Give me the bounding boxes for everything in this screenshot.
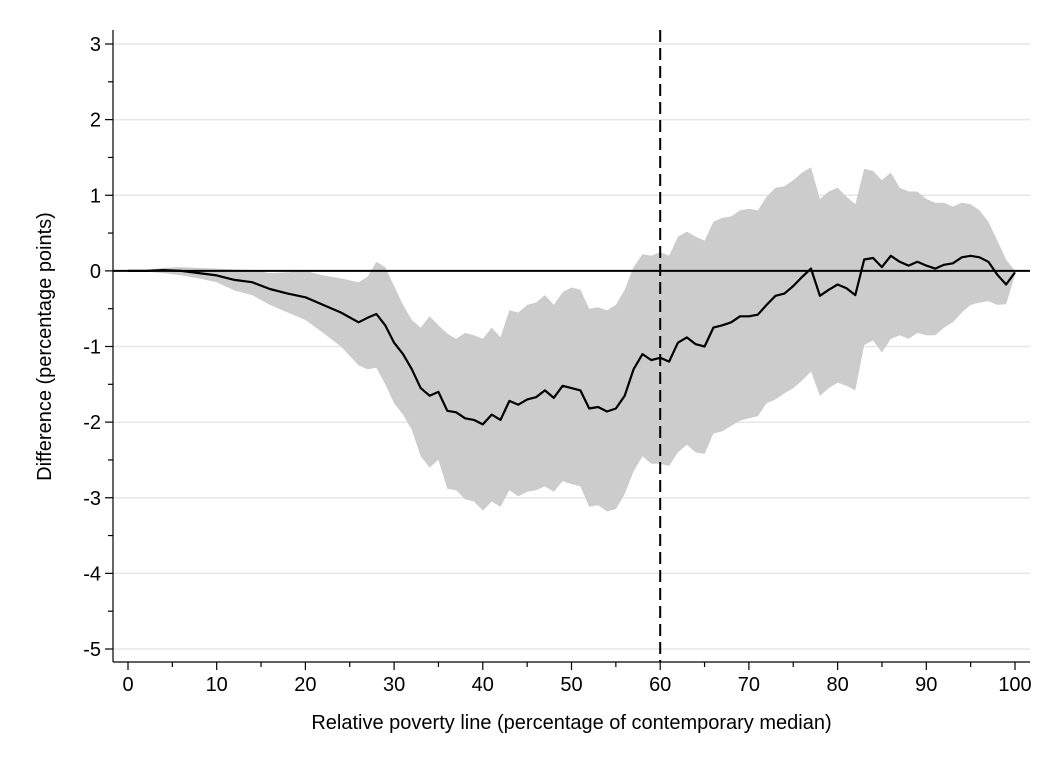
y-tick-label: -2 [83, 412, 101, 434]
y-tick-label: 0 [90, 261, 101, 283]
x-tick-label: 70 [738, 674, 760, 696]
reference-lines [113, 30, 1030, 662]
x-tick-label: 100 [998, 674, 1031, 696]
x-tick-label: 60 [649, 674, 671, 696]
estimate-line [128, 254, 1016, 426]
plot-area [113, 30, 1030, 662]
x-tick-label: 80 [826, 674, 848, 696]
confidence-band [128, 167, 1015, 512]
y-tick-label: -5 [83, 639, 101, 661]
y-axis-label: Difference (percentage points) [34, 212, 56, 481]
y-tick-label: 3 [90, 34, 101, 56]
x-tick-label: 50 [560, 674, 582, 696]
x-tick-label: 10 [206, 674, 228, 696]
x-tick-label: 90 [915, 674, 937, 696]
x-tick-label: 40 [472, 674, 494, 696]
x-tick-label: 20 [294, 674, 316, 696]
x-axis-label: Relative poverty line (percentage of con… [311, 712, 831, 734]
x-tick-label: 30 [383, 674, 405, 696]
y-tick-label: 2 [90, 110, 101, 132]
x-tick-label: 0 [122, 674, 133, 696]
y-tick-label: -1 [83, 337, 101, 359]
y-tick-label: -3 [83, 488, 101, 510]
y-tick-label: 1 [90, 185, 101, 207]
x-axis-ticks: 0 10 20 30 40 50 60 70 80 90 100 [122, 662, 1032, 696]
y-axis-ticks: -5 -4 -3 -2 -1 0 1 2 3 [83, 34, 113, 661]
y-tick-label: -4 [83, 563, 101, 585]
axes: -5 -4 -3 -2 -1 0 1 2 3 0 10 20 30 40 50 60 70 80 90 100 [83, 30, 1032, 696]
